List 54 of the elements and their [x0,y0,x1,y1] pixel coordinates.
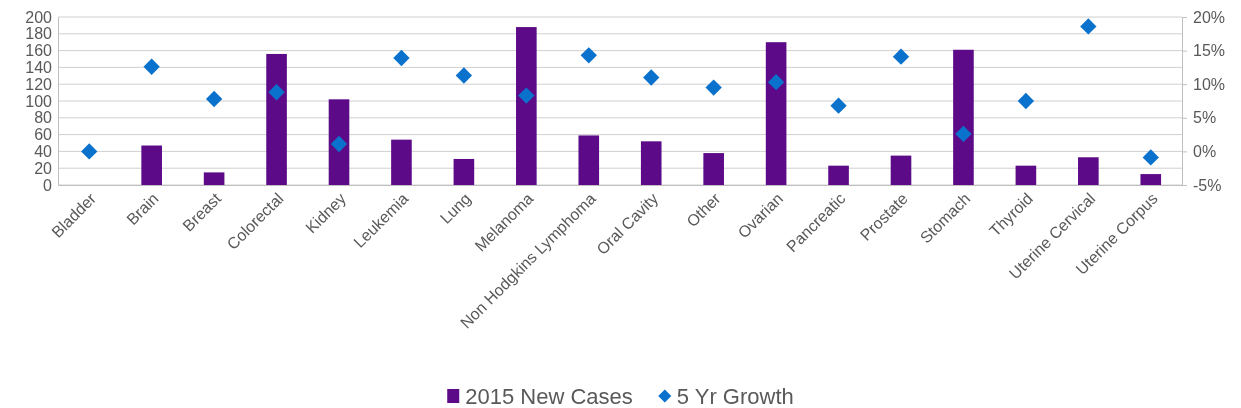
point [1017,92,1035,110]
point [892,48,910,65]
y2-tick-label: 15% [1193,42,1226,60]
bar [953,49,974,185]
y-tick-label: 40 [34,143,53,161]
bar [266,53,287,185]
bar [391,139,412,185]
point [1080,18,1097,35]
point [268,84,285,101]
point [767,74,785,91]
bar [141,145,162,185]
y2-tick-label: 0% [1193,143,1217,161]
point [81,143,98,160]
legend-label: 2015 New Cases [465,383,633,408]
bar [516,27,537,185]
y-tick-label: 140 [25,59,53,77]
point [955,125,972,143]
legend-label: 5 Yr Growth [676,383,794,408]
bar [765,42,787,185]
point [643,69,660,86]
bar [578,135,600,185]
y2-tick-label: 20% [1193,8,1226,26]
bar [328,99,350,185]
point [1142,149,1159,166]
bar [828,165,849,185]
point [205,90,223,108]
point [705,79,722,96]
bar [640,141,662,185]
point [518,87,535,104]
bar [1140,174,1162,185]
bar [1078,157,1099,185]
y-tick-label: 60 [34,126,53,144]
y-tick-label: 160 [25,42,53,60]
y-tick-label: 180 [25,25,53,43]
y-tick-label: 20 [34,159,53,177]
bar [203,172,225,185]
bar [1015,165,1037,185]
y-tick-label: 200 [25,8,53,26]
point [830,97,847,114]
y-tick-label: 120 [25,75,53,93]
bar [453,158,475,185]
y2-tick-label: 5% [1193,109,1217,127]
y2-tick-label: -5% [1193,176,1222,194]
bar [703,153,724,185]
point [330,135,348,153]
y-tick-label: 0 [43,176,53,194]
point [455,67,473,84]
y-tick-label: 100 [25,92,53,110]
point [143,58,160,75]
y2-tick-label: 10% [1193,75,1226,93]
bar [890,155,912,185]
point [580,47,597,64]
y-tick-label: 80 [34,109,53,127]
point [393,49,410,67]
